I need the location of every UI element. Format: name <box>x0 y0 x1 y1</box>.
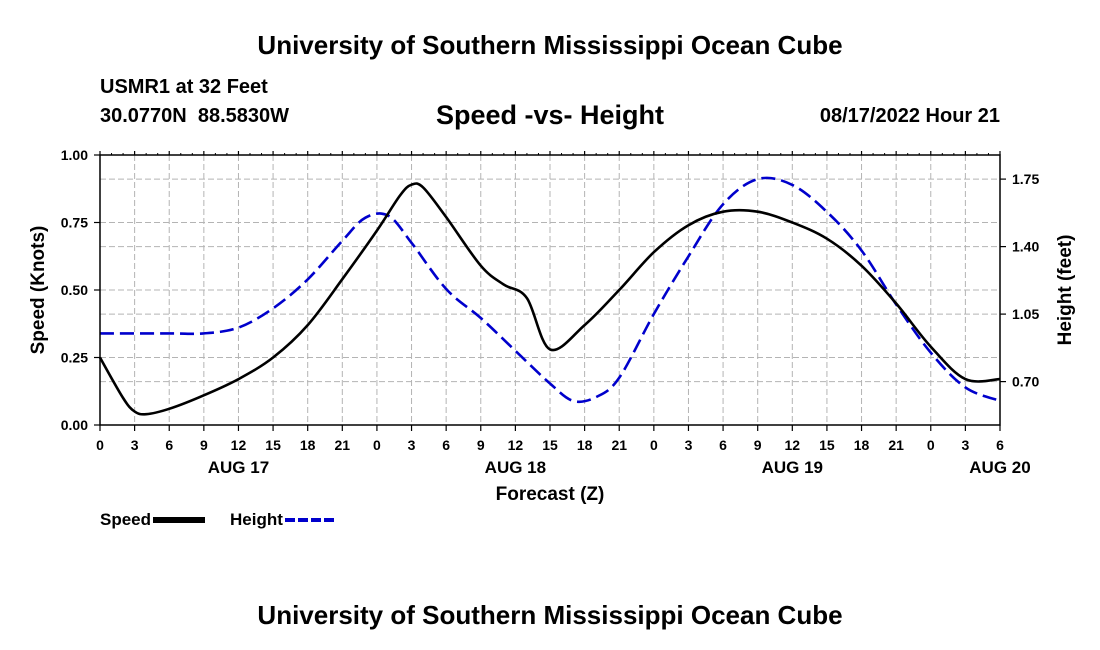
forecast-datetime: 08/17/2022 Hour 21 <box>819 105 1000 127</box>
x-tick-label: 15 <box>542 437 558 453</box>
x-tick-label: 12 <box>785 437 801 453</box>
x-tick-label: 15 <box>819 437 835 453</box>
grid <box>100 155 1000 425</box>
x-tick-label: 0 <box>96 437 104 453</box>
x-axis-title: Forecast (Z) <box>496 484 605 505</box>
height-series-line <box>100 176 1001 404</box>
main-title: University of Southern Mississippi Ocean… <box>257 30 843 60</box>
x-tick-label: 18 <box>854 437 870 453</box>
x-tick-label: 3 <box>408 437 416 453</box>
x-tick-label: 6 <box>996 437 1004 453</box>
y2-tick-label: 1.40 <box>1012 239 1039 255</box>
x-tick-label: 6 <box>165 437 173 453</box>
legend-height-swatch <box>284 518 337 522</box>
day-label: AUG 18 <box>485 458 546 477</box>
y-tick-label: 0.00 <box>61 417 88 433</box>
legend-speed: Speed <box>100 509 206 531</box>
day-label: AUG 19 <box>762 458 823 477</box>
y-tick-label: 0.50 <box>61 282 88 298</box>
x-tick-label: 9 <box>477 437 485 453</box>
day-label: AUG 20 <box>969 458 1030 477</box>
footer-title: University of Southern Mississippi Ocean… <box>257 600 843 630</box>
x-tick-label: 21 <box>611 437 627 453</box>
axes: 0 3 6 9 12 15 18 21 0 3 6 9 12 15 18 21 0 3 6 9 12 15 18 21 0 3 6 A… <box>61 147 1040 477</box>
x-tick-label: 12 <box>231 437 247 453</box>
legend-height-label: Height <box>230 510 283 529</box>
series-lines <box>98 176 1001 416</box>
legend-height: Height <box>230 509 337 531</box>
x-tick-label: 15 <box>265 437 281 453</box>
x-tick-label: 3 <box>131 437 139 453</box>
x-tick-label: 0 <box>373 437 381 453</box>
y2-tick-label: 0.70 <box>1012 374 1039 390</box>
x-tick-label: 9 <box>754 437 762 453</box>
x-tick-label: 6 <box>719 437 727 453</box>
x-tick-label: 6 <box>442 437 450 453</box>
x-tick-label: 0 <box>927 437 935 453</box>
y-tick-label: 0.25 <box>61 350 88 366</box>
x-tick-label: 18 <box>300 437 316 453</box>
x-tick-label: 12 <box>508 437 524 453</box>
x-tick-label: 21 <box>335 437 351 453</box>
chart-title: Speed -vs- Height <box>435 100 665 130</box>
y-tick-label: 1.00 <box>61 147 88 163</box>
legend-speed-label: Speed <box>100 510 152 529</box>
y-axis-title: Speed (Knots) <box>28 226 49 355</box>
x-tick-label: 9 <box>200 437 208 453</box>
x-tick-label: 0 <box>650 437 658 453</box>
coordinates: 30.0770N 88.5830W <box>100 105 289 128</box>
x-tick-label: 3 <box>961 437 969 453</box>
longitude: 88.5830W <box>197 105 290 127</box>
y-tick-label: 0.75 <box>61 215 88 231</box>
latitude: 30.0770N <box>100 105 187 127</box>
x-tick-label: 18 <box>577 437 593 453</box>
x-tick-label: 21 <box>888 437 904 453</box>
speed-series-line <box>98 182 1001 416</box>
y2-tick-label: 1.75 <box>1012 171 1039 187</box>
y2-tick-label: 1.05 <box>1012 306 1039 322</box>
day-label: AUG 17 <box>208 458 269 477</box>
x-tick-label: 3 <box>685 437 693 453</box>
y2-axis-title: Height (feet) <box>1055 235 1076 346</box>
legend-speed-swatch <box>153 517 206 523</box>
station-label: USMR1 at 32 Feet <box>100 76 268 98</box>
